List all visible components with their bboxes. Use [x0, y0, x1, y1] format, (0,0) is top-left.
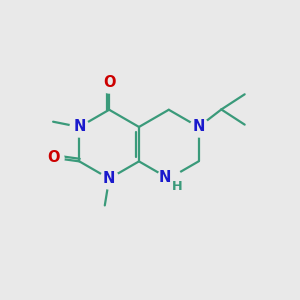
Text: N: N — [73, 119, 86, 134]
Text: O: O — [103, 75, 116, 90]
Text: H: H — [172, 180, 183, 193]
Text: N: N — [103, 171, 116, 186]
Text: O: O — [47, 150, 60, 165]
Text: N: N — [159, 169, 172, 184]
Text: N: N — [192, 119, 205, 134]
